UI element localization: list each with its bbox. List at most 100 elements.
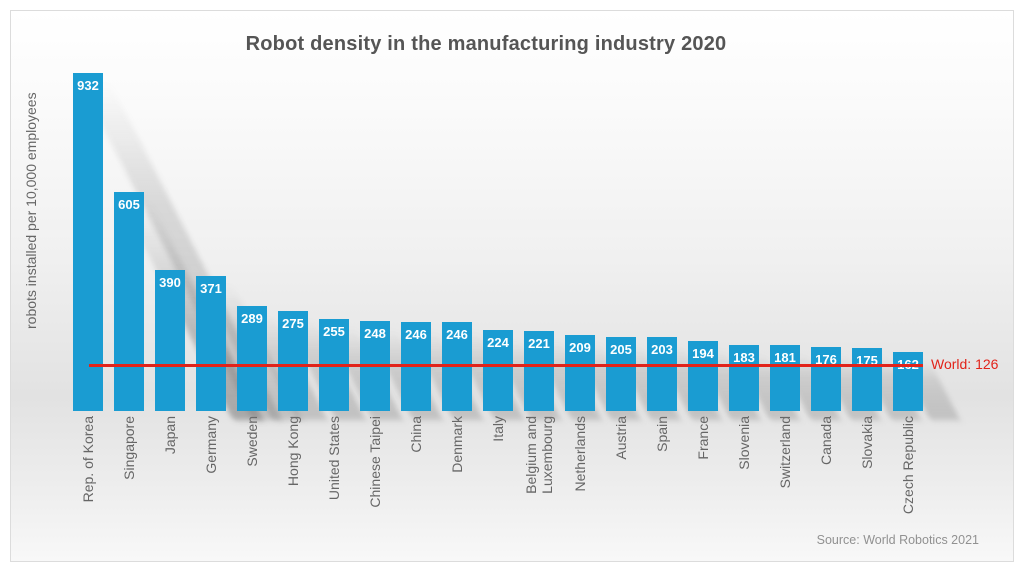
x-axis-label-text: Spain	[654, 416, 670, 452]
bar-fill: 203	[647, 337, 677, 411]
y-axis-label: robots installed per 10,000 employees	[23, 92, 39, 330]
x-axis-label: Belgium and Luxembourg	[523, 416, 555, 551]
plot-area: 932 605 390 371 289 275 255 248 246 246 224 221 209 2…	[73, 73, 998, 420]
x-axis-label-text: Slovenia	[736, 416, 752, 470]
x-axis-label-text: Chinese Taipei	[367, 416, 383, 508]
x-axis-label-text: Czech Republic	[900, 416, 916, 515]
x-axis-label-text: Singapore	[121, 416, 137, 480]
x-axis-label-text: Slovakia	[859, 416, 875, 469]
bar-series: 932 605 390 371 289 275 255 248 246 246 224 221 209 2…	[73, 73, 961, 420]
bar: 246	[442, 73, 525, 420]
x-axis-label-text: Canada	[818, 416, 834, 466]
x-axis-label-text: Japan	[162, 416, 178, 455]
bar-fill: 275	[278, 311, 308, 411]
x-axis-label: Switzerland	[770, 416, 800, 551]
bar-value-label: 183	[733, 350, 755, 365]
bar-fill: 209	[565, 335, 595, 411]
world-average-line	[89, 364, 923, 367]
x-axis-label: China	[401, 416, 431, 551]
bar: 605	[114, 73, 263, 420]
bar: 209	[565, 73, 641, 420]
bar-fill: 605	[114, 192, 144, 411]
bar-fill: 175	[852, 348, 882, 411]
x-axis-label-text: Hong Kong	[285, 416, 301, 487]
x-axis-label-text: United States	[326, 416, 342, 501]
x-axis-label-text: Switzerland	[777, 416, 793, 489]
chart-title: Robot density in the manufacturing indus…	[245, 33, 727, 55]
bar-value-label: 605	[118, 197, 140, 212]
x-axis-label-text: Sweden	[244, 416, 260, 467]
bar-value-label: 176	[815, 352, 837, 367]
x-axis-label: Canada	[811, 416, 841, 551]
x-axis-label: Singapore	[114, 416, 144, 551]
x-axis-label: Hong Kong	[278, 416, 308, 551]
bar: 275	[278, 73, 366, 420]
bar: 162	[893, 73, 961, 420]
bar: 289	[237, 73, 328, 420]
bar: 932	[73, 73, 283, 420]
bar-value-label: 248	[364, 326, 386, 341]
bar: 246	[401, 73, 484, 420]
x-axis-label-text: Luxembourg	[539, 416, 555, 494]
x-axis-label: France	[688, 416, 718, 551]
bar: 194	[688, 73, 761, 420]
bar: 176	[811, 73, 881, 420]
bar-value-label: 371	[200, 281, 222, 296]
bar-value-label: 390	[159, 275, 181, 290]
bar: 371	[196, 73, 302, 420]
bar-fill: 162	[893, 352, 923, 411]
bar-value-label: 203	[651, 342, 673, 357]
x-axis-labels: Rep. of Korea Singapore Japan Germany Sweden…	[73, 416, 923, 551]
x-axis-label-text: Austria	[613, 416, 629, 460]
bar: 203	[647, 73, 722, 420]
bar-fill: 390	[155, 270, 185, 411]
bar-fill: 194	[688, 341, 718, 411]
bar-value-label: 205	[610, 342, 632, 357]
x-axis-label: Chinese Taipei	[360, 416, 390, 551]
bar: 181	[770, 73, 841, 420]
x-axis-label-text: Belgium and	[523, 416, 539, 494]
bar-fill: 181	[770, 345, 800, 411]
x-axis-label: Slovakia	[852, 416, 882, 551]
x-axis-label-text: Rep. of Korea	[80, 416, 96, 503]
x-axis-label: Czech Republic	[893, 416, 923, 551]
bar-fill: 289	[237, 306, 267, 411]
bar: 175	[852, 73, 922, 420]
bar-value-label: 224	[487, 335, 509, 350]
chart-panel: Robot density in the manufacturing indus…	[10, 10, 1014, 562]
x-axis-label-text: Denmark	[449, 416, 465, 473]
bar-value-label: 246	[446, 327, 468, 342]
x-axis-label: Denmark	[442, 416, 472, 551]
source-note: Source: World Robotics 2021	[816, 533, 979, 547]
x-axis-label: Spain	[647, 416, 677, 551]
bar-fill: 183	[729, 345, 759, 411]
x-axis-label-text: France	[695, 416, 711, 460]
bar-value-label: 275	[282, 316, 304, 331]
x-axis-label: United States	[319, 416, 349, 551]
x-axis-label-text: China	[408, 416, 424, 453]
bar-value-label: 932	[77, 78, 99, 93]
bar-fill: 371	[196, 276, 226, 411]
bar-value-label: 209	[569, 340, 591, 355]
bar-fill: 221	[524, 331, 554, 411]
x-axis-label: Austria	[606, 416, 636, 551]
bar-fill: 224	[483, 330, 513, 411]
bar-value-label: 221	[528, 336, 550, 351]
bar-value-label: 246	[405, 327, 427, 342]
x-axis-label-text: Netherlands	[572, 416, 588, 492]
world-average-label: World: 126	[931, 356, 999, 372]
bar: 248	[360, 73, 443, 420]
bar: 224	[483, 73, 562, 420]
bar: 221	[524, 73, 602, 420]
bar-fill: 205	[606, 337, 636, 411]
x-axis-label: Japan	[155, 416, 185, 551]
bar-fill: 176	[811, 347, 841, 411]
x-axis-label: Rep. of Korea	[73, 416, 103, 551]
bar-value-label: 181	[774, 350, 796, 365]
x-axis-label: Netherlands	[565, 416, 595, 551]
x-axis-label: Slovenia	[729, 416, 759, 551]
x-axis-label: Germany	[196, 416, 226, 551]
bar-fill: 932	[73, 73, 103, 411]
bar-value-label: 289	[241, 311, 263, 326]
bar: 205	[606, 73, 681, 420]
